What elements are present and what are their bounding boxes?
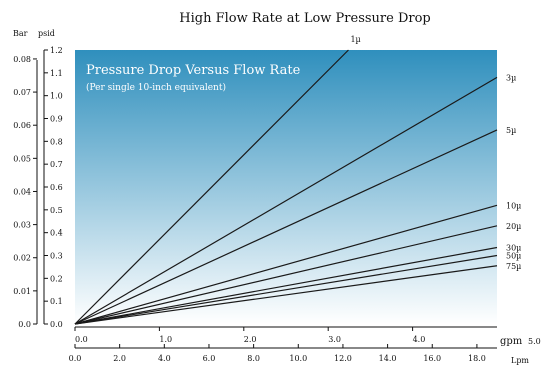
psid-tick-label: 0.4 [50,229,63,238]
series-label: 20µ [506,222,521,231]
lpm-tick-label: 10.0 [289,354,307,363]
gpm-tick-label: 0.0 [75,335,88,344]
psid-tick-label: 0.7 [50,160,63,169]
bar-tick-label: 0.0 [18,320,31,329]
psid-tick-label: 0.1 [50,297,63,306]
series-label: 50µ [506,252,521,261]
bar-tick-label: 0.08 [13,55,31,64]
bar-tick-label: 0.05 [13,154,31,163]
bar-tick-label: 0.01 [13,287,31,296]
psid-tick-label: 0.0 [50,320,63,329]
lpm-tick-label: 4.0 [158,354,171,363]
series-line [74,49,349,325]
plot-inner-subtitle: (Per single 10-inch equivalent) [86,82,226,93]
bar-axis-label: Bar [13,29,28,38]
psid-tick-label: 0.3 [50,252,63,261]
series-line [74,129,498,325]
gpm-tick-label: 2.0 [244,335,257,344]
axes-layer: 0.0 0.1 0.2 0.3 0.4 0.5 0.6 0.7 0.8 0.9 1.0 1.1 1.2 0… [13,46,541,363]
plot-area [75,50,497,324]
lpm-tick-label: 18.0 [468,354,486,363]
series-label: 10µ [506,201,521,210]
bar-tick-label: 0.02 [13,254,31,263]
lpm-tick-label: 12.0 [334,354,352,363]
psid-tick-label: 1.0 [50,92,63,101]
gpm-tick-label: 5.0 [528,337,541,346]
series-line [74,76,498,325]
psid-tick-label: 0.6 [50,183,63,192]
psid-tick-label: 1.2 [50,46,63,55]
bar-tick-label: 0.06 [13,121,31,130]
bar-tick-label: 0.07 [13,88,31,97]
bar-tick-label: 0.03 [13,221,31,230]
series-line [74,204,498,325]
series-label: 3µ [506,73,516,82]
lpm-tick-label: 8.0 [247,354,260,363]
gpm-tick-label: 3.0 [328,335,341,344]
psid-tick-label: 0.2 [50,274,63,283]
lpm-tick-label: 0.0 [69,354,82,363]
plot-inner-title: Pressure Drop Versus Flow Rate [86,63,301,78]
psid-axis-label: psid [38,29,55,38]
psid-tick-label: 1.1 [50,69,63,78]
gpm-tick-label: 1.0 [159,335,172,344]
psid-tick-label: 0.5 [50,206,63,215]
lpm-tick-label: 16.0 [423,354,441,363]
series-label: 1µ [350,35,360,44]
psid-tick-label: 0.8 [50,137,63,146]
gpm-axis-label: gpm [500,336,523,347]
series-line [74,254,498,325]
chart-title: High Flow Rate at Low Pressure Drop [179,11,431,26]
bar-tick-label: 0.04 [13,187,31,196]
gpm-tick-label: 4.0 [413,335,426,344]
series-label: 30µ [506,244,521,253]
lpm-tick-label: 14.0 [379,354,397,363]
lpm-tick-label: 6.0 [203,354,216,363]
series-line [74,265,498,325]
psid-tick-label: 0.9 [50,115,63,124]
series-label: 5µ [506,126,516,135]
lpm-axis-label: Lpm [511,356,529,365]
lpm-tick-label: 2.0 [113,354,126,363]
series-line [74,246,498,325]
series-line [74,225,498,325]
series-label: 75µ [506,262,521,271]
